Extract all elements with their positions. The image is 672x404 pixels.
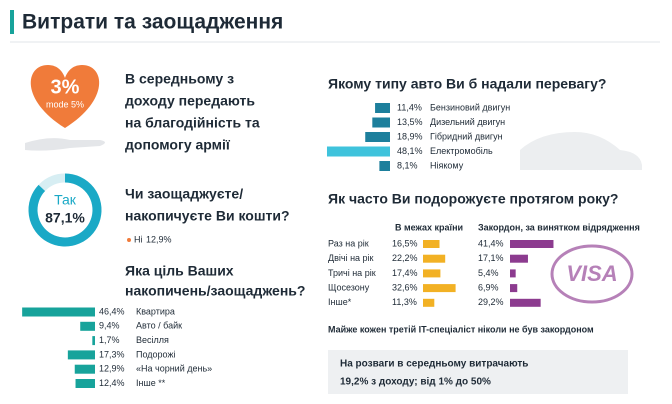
category-label: Весілля: [136, 335, 169, 345]
no-label: Ні: [134, 234, 143, 244]
value-label: 18,9%: [397, 131, 423, 141]
value-label: 6,9%: [478, 282, 499, 292]
bar: [423, 269, 441, 278]
value-label: 17,3%: [99, 349, 125, 359]
text-line: Яка ціль Ваших: [125, 263, 234, 279]
note: Майже кожен третій IT-спеціаліст ніколи …: [328, 324, 594, 334]
bar: [92, 336, 95, 346]
bullet: [127, 238, 131, 242]
value-label: 9,4%: [99, 321, 120, 331]
no-value: 12,9%: [146, 234, 172, 244]
value-label: 5,4%: [478, 268, 499, 278]
donation-mode: mode 5%: [46, 99, 84, 109]
bar: [379, 161, 390, 171]
donut-label: Так: [54, 192, 77, 208]
stamp-text: VISA: [566, 261, 617, 286]
value-label: 16,5%: [392, 238, 418, 248]
bar: [375, 103, 390, 113]
row-label: Раз на рік: [328, 238, 369, 248]
category-label: Авто / байк: [136, 321, 182, 331]
category-label: Дизельний двигун: [430, 117, 505, 127]
bar: [22, 307, 95, 317]
question: Якому типу авто Ви б надали перевагу?: [328, 76, 606, 92]
value-label: 13,5%: [397, 117, 423, 127]
row-label: Двічі на рік: [328, 253, 374, 263]
bar: [326, 146, 390, 157]
text-line: доходу передають: [125, 93, 255, 109]
question: Як часто Ви подорожуєте протягом року?: [328, 191, 618, 207]
category-label: Бензиновий двигун: [430, 102, 510, 112]
text-line: накопичень/заощаджень?: [125, 283, 305, 299]
bar: [67, 350, 95, 360]
bar: [423, 240, 440, 248]
category-label: Ніякому: [430, 160, 464, 170]
value-label: 1,7%: [99, 335, 120, 345]
value-label: 11,3%: [392, 297, 417, 307]
value-label: 22,2%: [392, 253, 418, 263]
bar: [510, 284, 518, 293]
donut-value: 87,1%: [45, 210, 85, 226]
text-line: На розваги в середньому витрачають: [340, 359, 528, 370]
row-label: Щосезону: [328, 282, 370, 292]
bar: [365, 132, 390, 142]
value-label: 32,6%: [392, 282, 418, 292]
accent: [10, 10, 14, 34]
text-line: 19,2% з доходу; від 1% до 50%: [340, 377, 491, 388]
text-line: на благодійність та: [125, 115, 260, 131]
donation-value: 3%: [51, 76, 80, 98]
heart: [30, 65, 100, 128]
info-box: [328, 350, 628, 394]
value-label: 41,4%: [478, 238, 504, 248]
value-label: 12,9%: [99, 364, 125, 374]
category-label: «На чорний день»: [136, 364, 212, 374]
value-label: 12,4%: [99, 378, 125, 388]
text-line: допомогу армії: [125, 137, 231, 153]
text-line: В середньому з: [125, 71, 234, 87]
value-label: 46,4%: [99, 306, 125, 316]
category-label: Гібридний двигун: [430, 131, 503, 141]
text-line: накопичуєте Ви кошти?: [125, 208, 290, 224]
value-label: 17,1%: [478, 253, 504, 263]
category-label: Квартира: [136, 306, 175, 316]
bar: [75, 379, 95, 388]
bar: [510, 269, 516, 278]
title: Витрати та заощадження: [22, 11, 283, 34]
stamp: [550, 244, 634, 304]
row-label: Інше*: [328, 297, 352, 307]
bar: [510, 298, 541, 307]
bar: [372, 117, 390, 128]
column-header: Закордон, за винятком відрядження: [478, 222, 640, 232]
value-label: 8,1%: [397, 160, 418, 170]
donut-arc: [28, 173, 102, 247]
row-label: Тричі на рік: [328, 268, 376, 278]
category-label: Електромобіль: [430, 146, 493, 156]
bar: [80, 321, 95, 331]
column-header: В межах країни: [395, 222, 463, 232]
hand: [25, 138, 105, 151]
value-label: 29,2%: [478, 297, 504, 307]
bar: [423, 254, 446, 263]
bar: [510, 254, 528, 263]
value-label: 48,1%: [397, 146, 423, 156]
bar: [510, 240, 554, 248]
value-label: 11,4%: [397, 102, 422, 112]
car-icon: [520, 132, 642, 170]
bar: [74, 364, 95, 374]
bar: [423, 298, 435, 307]
text-line: Чи заощаджуєте/: [125, 186, 243, 202]
category-label: Інше **: [136, 378, 166, 388]
bar: [423, 284, 456, 293]
value-label: 17,4%: [392, 268, 418, 278]
category-label: Подорожі: [136, 349, 175, 359]
